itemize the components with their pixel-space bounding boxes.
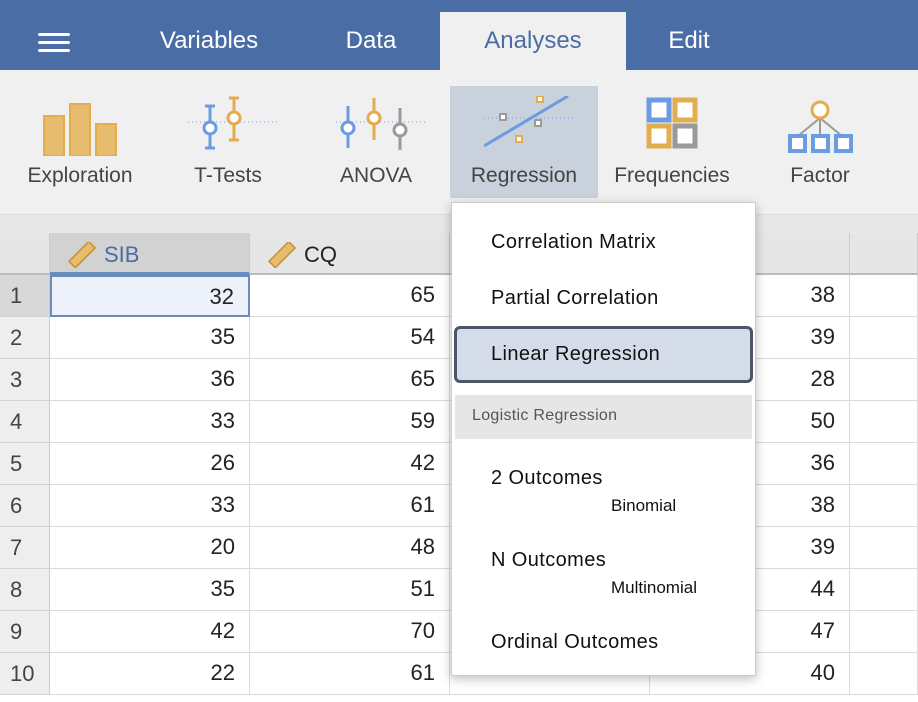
cell-cq[interactable]: 61 — [250, 485, 450, 527]
t-tests-label: T-Tests — [194, 164, 262, 187]
cell[interactable] — [850, 359, 918, 401]
menu-item-partial-correlation[interactable]: Partial Correlation — [491, 287, 659, 309]
corner-header — [0, 233, 50, 275]
row-number[interactable]: 4 — [0, 401, 50, 443]
cell-cq[interactable]: 42 — [250, 443, 450, 485]
column-header-sib[interactable]: SIB — [50, 233, 250, 275]
cell[interactable]: 40 — [650, 653, 850, 695]
anova-icon — [336, 98, 426, 150]
frequencies-label: Frequencies — [614, 164, 730, 187]
row-number[interactable]: 3 — [0, 359, 50, 401]
menu-item-ordinal-outcomes[interactable]: Ordinal Outcomes — [491, 631, 659, 653]
bar-chart-icon — [43, 103, 117, 156]
cell[interactable] — [850, 611, 918, 653]
hamburger-menu-icon[interactable] — [38, 33, 70, 53]
menu-group-logistic-regression: Logistic Regression — [455, 395, 752, 439]
t-tests-button[interactable]: T-Tests — [154, 86, 302, 198]
factor-label: Factor — [790, 164, 850, 187]
regression-dropdown-menu: Correlation Matrix Partial Correlation L… — [451, 202, 756, 676]
regression-button[interactable]: Regression — [450, 86, 598, 198]
factor-icon — [788, 100, 853, 153]
tab-variables[interactable]: Variables — [159, 27, 259, 54]
cell-sib[interactable]: 33 — [50, 401, 250, 443]
column-header-cq[interactable]: CQ — [250, 233, 450, 275]
cell-cq[interactable]: 51 — [250, 569, 450, 611]
row-number[interactable]: 6 — [0, 485, 50, 527]
row-number[interactable]: 2 — [0, 317, 50, 359]
frequencies-icon — [646, 97, 698, 149]
cell-cq[interactable]: 61 — [250, 653, 450, 695]
cell-sib[interactable]: 26 — [50, 443, 250, 485]
factor-button[interactable]: Factor — [746, 86, 894, 198]
cell[interactable] — [850, 443, 918, 485]
menu-item-linear-regression[interactable] — [454, 326, 753, 383]
binomial-sublabel: Binomial — [611, 496, 677, 515]
cell-sib[interactable]: 35 — [50, 569, 250, 611]
cell-cq[interactable]: 65 — [250, 275, 450, 317]
menu-item-correlation-matrix[interactable]: Correlation Matrix — [491, 231, 657, 253]
anova-label: ANOVA — [340, 164, 412, 187]
cell[interactable] — [850, 485, 918, 527]
cell-cq[interactable]: 54 — [250, 317, 450, 359]
exploration-button[interactable]: Exploration — [6, 86, 154, 198]
row-number[interactable]: 10 — [0, 653, 50, 695]
cell-cq[interactable]: 70 — [250, 611, 450, 653]
cell-sib[interactable]: 20 — [50, 527, 250, 569]
row-number[interactable]: 9 — [0, 611, 50, 653]
menu-item-2-outcomes[interactable]: 2 Outcomes — [491, 467, 603, 489]
top-tab-bar: Variables Data Analyses Edit — [0, 0, 918, 70]
column-name: CQ — [304, 242, 337, 267]
tab-data[interactable]: Data — [345, 27, 397, 54]
ruler-icon — [267, 242, 296, 268]
row-number[interactable]: 7 — [0, 527, 50, 569]
cell[interactable] — [850, 275, 918, 317]
cell-sib[interactable]: 32 — [50, 275, 250, 317]
row-number[interactable]: 5 — [0, 443, 50, 485]
cell[interactable] — [850, 653, 918, 695]
cell[interactable] — [850, 317, 918, 359]
cell-sib[interactable]: 33 — [50, 485, 250, 527]
tab-analyses[interactable]: Analyses — [440, 12, 626, 70]
cell-sib[interactable]: 36 — [50, 359, 250, 401]
analysis-toolbar: Exploration T-Tests ANOVA Regression Fre… — [0, 70, 918, 215]
tab-edit[interactable]: Edit — [668, 27, 710, 54]
multinomial-sublabel: Multinomial — [611, 578, 697, 597]
anova-button[interactable]: ANOVA — [302, 86, 450, 198]
cell-cq[interactable]: 59 — [250, 401, 450, 443]
cell[interactable] — [850, 401, 918, 443]
linear-regression-label: Linear Regression — [491, 343, 661, 365]
row-number[interactable]: 8 — [0, 569, 50, 611]
cell[interactable] — [850, 569, 918, 611]
exploration-label: Exploration — [27, 164, 133, 187]
cell[interactable] — [850, 527, 918, 569]
ruler-icon — [67, 242, 96, 268]
cell-sib[interactable]: 22 — [50, 653, 250, 695]
cell-sib[interactable]: 42 — [50, 611, 250, 653]
regression-icon — [484, 96, 574, 148]
t-test-icon — [188, 96, 278, 150]
cell-cq[interactable]: 48 — [250, 527, 450, 569]
regression-label: Regression — [470, 164, 578, 187]
column-header[interactable] — [850, 233, 918, 275]
menu-item-n-outcomes[interactable]: N Outcomes — [491, 549, 607, 571]
cell-cq[interactable]: 65 — [250, 359, 450, 401]
column-name: SIB — [104, 242, 140, 267]
cell-sib[interactable]: 35 — [50, 317, 250, 359]
frequencies-button[interactable]: Frequencies — [598, 86, 746, 198]
row-number[interactable]: 1 — [0, 275, 50, 317]
